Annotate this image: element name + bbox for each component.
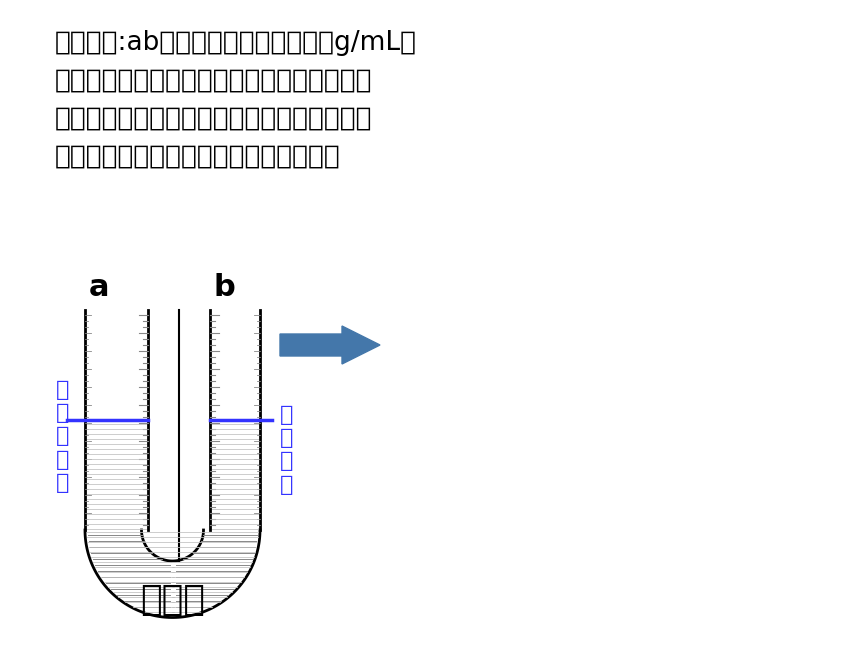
Text: b: b <box>213 273 235 302</box>
Text: 蔗
糖
溶
液: 蔗 糖 溶 液 <box>280 405 293 495</box>
Text: 如图所示:ab分别为体积与质量浓度（g/mL）
相同的葡萄糖和蔗糖溶液用半透膜隔开，（半
透膜允许水分子和葡萄糖通过，不允许蔗糖通
过）开始和一段时间后液面的情: 如图所示:ab分别为体积与质量浓度（g/mL） 相同的葡萄糖和蔗糖溶液用半透膜隔… <box>55 30 417 170</box>
Polygon shape <box>280 326 380 364</box>
Text: a: a <box>89 273 109 302</box>
Text: 半透膜: 半透膜 <box>140 583 205 617</box>
Text: 葡
萄
糖
溶
液: 葡 萄 糖 溶 液 <box>56 380 70 493</box>
